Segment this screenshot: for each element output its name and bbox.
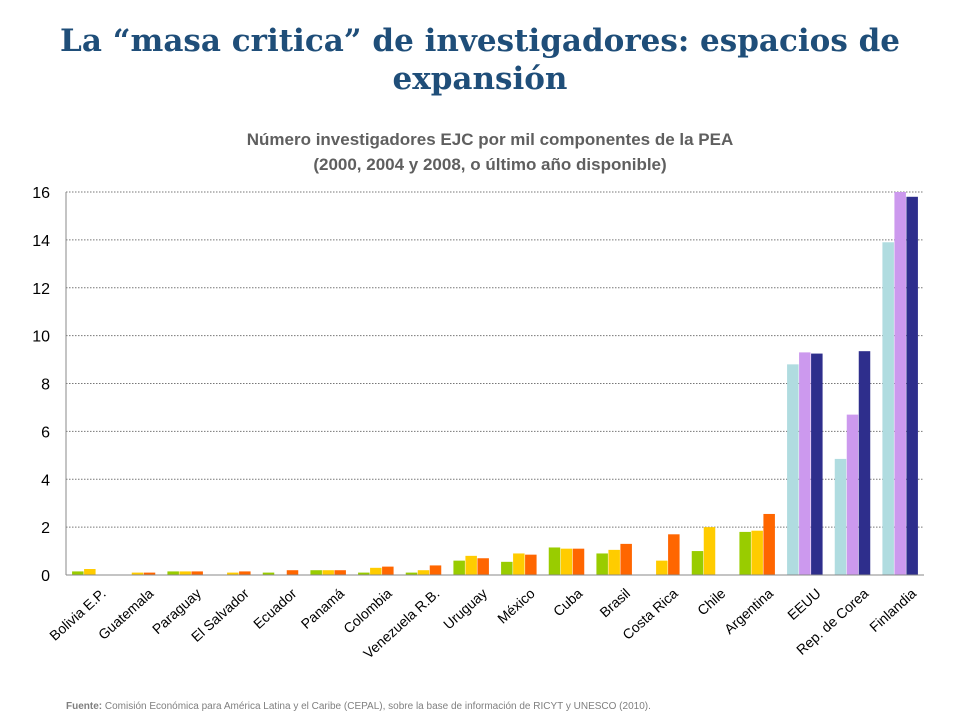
bar — [560, 548, 573, 575]
source-note: Fuente: Comisión Económica para América … — [66, 701, 651, 712]
bar — [179, 571, 191, 575]
bar — [691, 551, 704, 575]
y-tick-label: 4 — [41, 472, 50, 489]
y-tick-label: 10 — [32, 329, 50, 346]
bar — [72, 571, 84, 575]
bar — [453, 560, 465, 575]
bar — [751, 530, 763, 575]
x-tick-label: EEUU — [784, 585, 824, 623]
bar — [358, 572, 370, 575]
bar — [286, 570, 299, 575]
bar — [811, 353, 823, 575]
bar — [858, 351, 871, 575]
bar — [382, 566, 394, 575]
y-tick-label: 2 — [41, 520, 50, 537]
bar — [787, 364, 799, 575]
x-tick-label: Cuba — [550, 585, 586, 619]
bar — [501, 561, 513, 575]
bar — [608, 549, 620, 575]
x-tick-label: Uruguay — [440, 585, 490, 632]
x-tick-label: México — [494, 585, 538, 627]
y-tick-label: 8 — [41, 377, 50, 394]
source-label: Fuente: — [66, 701, 103, 712]
bar — [906, 196, 918, 575]
bar — [548, 547, 561, 575]
bar — [477, 558, 489, 575]
bar — [310, 570, 322, 575]
x-tick-label: Argentina — [721, 585, 776, 637]
y-tick-label: 6 — [41, 424, 50, 441]
bar — [143, 572, 156, 575]
bar — [405, 572, 418, 575]
bar — [572, 548, 585, 575]
bar — [656, 560, 668, 575]
bar — [620, 543, 632, 575]
y-axis-ticks: 0 2 4 6 8 10 12 14 16 — [32, 185, 50, 585]
axes — [65, 192, 924, 576]
source-text: Comisión Económica para América Latina y… — [104, 701, 651, 712]
bar — [370, 567, 382, 575]
bar — [334, 570, 346, 575]
x-tick-label: Ecuador — [250, 585, 300, 632]
bar — [882, 242, 894, 576]
bar — [429, 565, 442, 575]
y-tick-label: 14 — [32, 233, 50, 250]
bars — [72, 192, 918, 576]
bar — [799, 352, 811, 575]
bar — [417, 570, 430, 575]
bar — [262, 572, 275, 575]
chart-title: La “masa critica” de investigadores: esp… — [60, 23, 900, 97]
bar — [513, 553, 525, 575]
x-tick-label: Finlandia — [866, 585, 919, 635]
bar — [703, 527, 716, 575]
bar — [131, 572, 144, 575]
subtitle-line-2: (2000, 2004 y 2008, o último año disponi… — [313, 155, 667, 174]
bar — [668, 534, 680, 575]
gridlines — [66, 191, 924, 528]
bar — [525, 554, 537, 575]
y-tick-label: 16 — [32, 185, 50, 202]
bar — [322, 570, 334, 575]
bar — [834, 458, 847, 575]
bar — [596, 553, 608, 575]
subtitle-line-1: Número investigadores EJC por mil compon… — [246, 130, 734, 149]
bar — [84, 569, 96, 575]
x-tick-label: Brasil — [596, 585, 633, 620]
y-tick-label: 12 — [32, 281, 50, 298]
bar — [239, 571, 251, 575]
bar — [739, 531, 751, 575]
bar-chart: 0 2 4 6 8 10 12 14 16 Bolivia E.P.GuatemalaParag… — [32, 185, 924, 662]
chart-subtitle: Número investigadores EJC por mil compon… — [130, 127, 850, 177]
bar — [191, 571, 203, 575]
bar — [167, 571, 179, 575]
bar — [894, 192, 906, 575]
bar — [763, 513, 775, 575]
y-tick-label: 0 — [41, 568, 50, 585]
x-tick-label: Chile — [694, 585, 729, 618]
bar — [465, 555, 477, 575]
bar — [227, 572, 239, 575]
bar — [846, 414, 859, 575]
